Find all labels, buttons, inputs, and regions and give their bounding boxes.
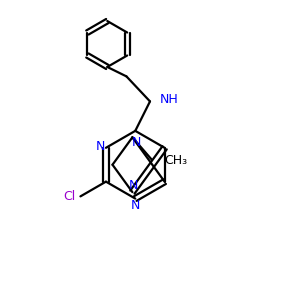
Text: N: N [132, 136, 142, 149]
Text: N: N [130, 199, 140, 212]
Text: Cl: Cl [63, 190, 75, 203]
Text: NH: NH [159, 93, 178, 106]
Text: CH₃: CH₃ [164, 154, 187, 167]
Text: N: N [129, 179, 139, 192]
Text: N: N [96, 140, 105, 153]
